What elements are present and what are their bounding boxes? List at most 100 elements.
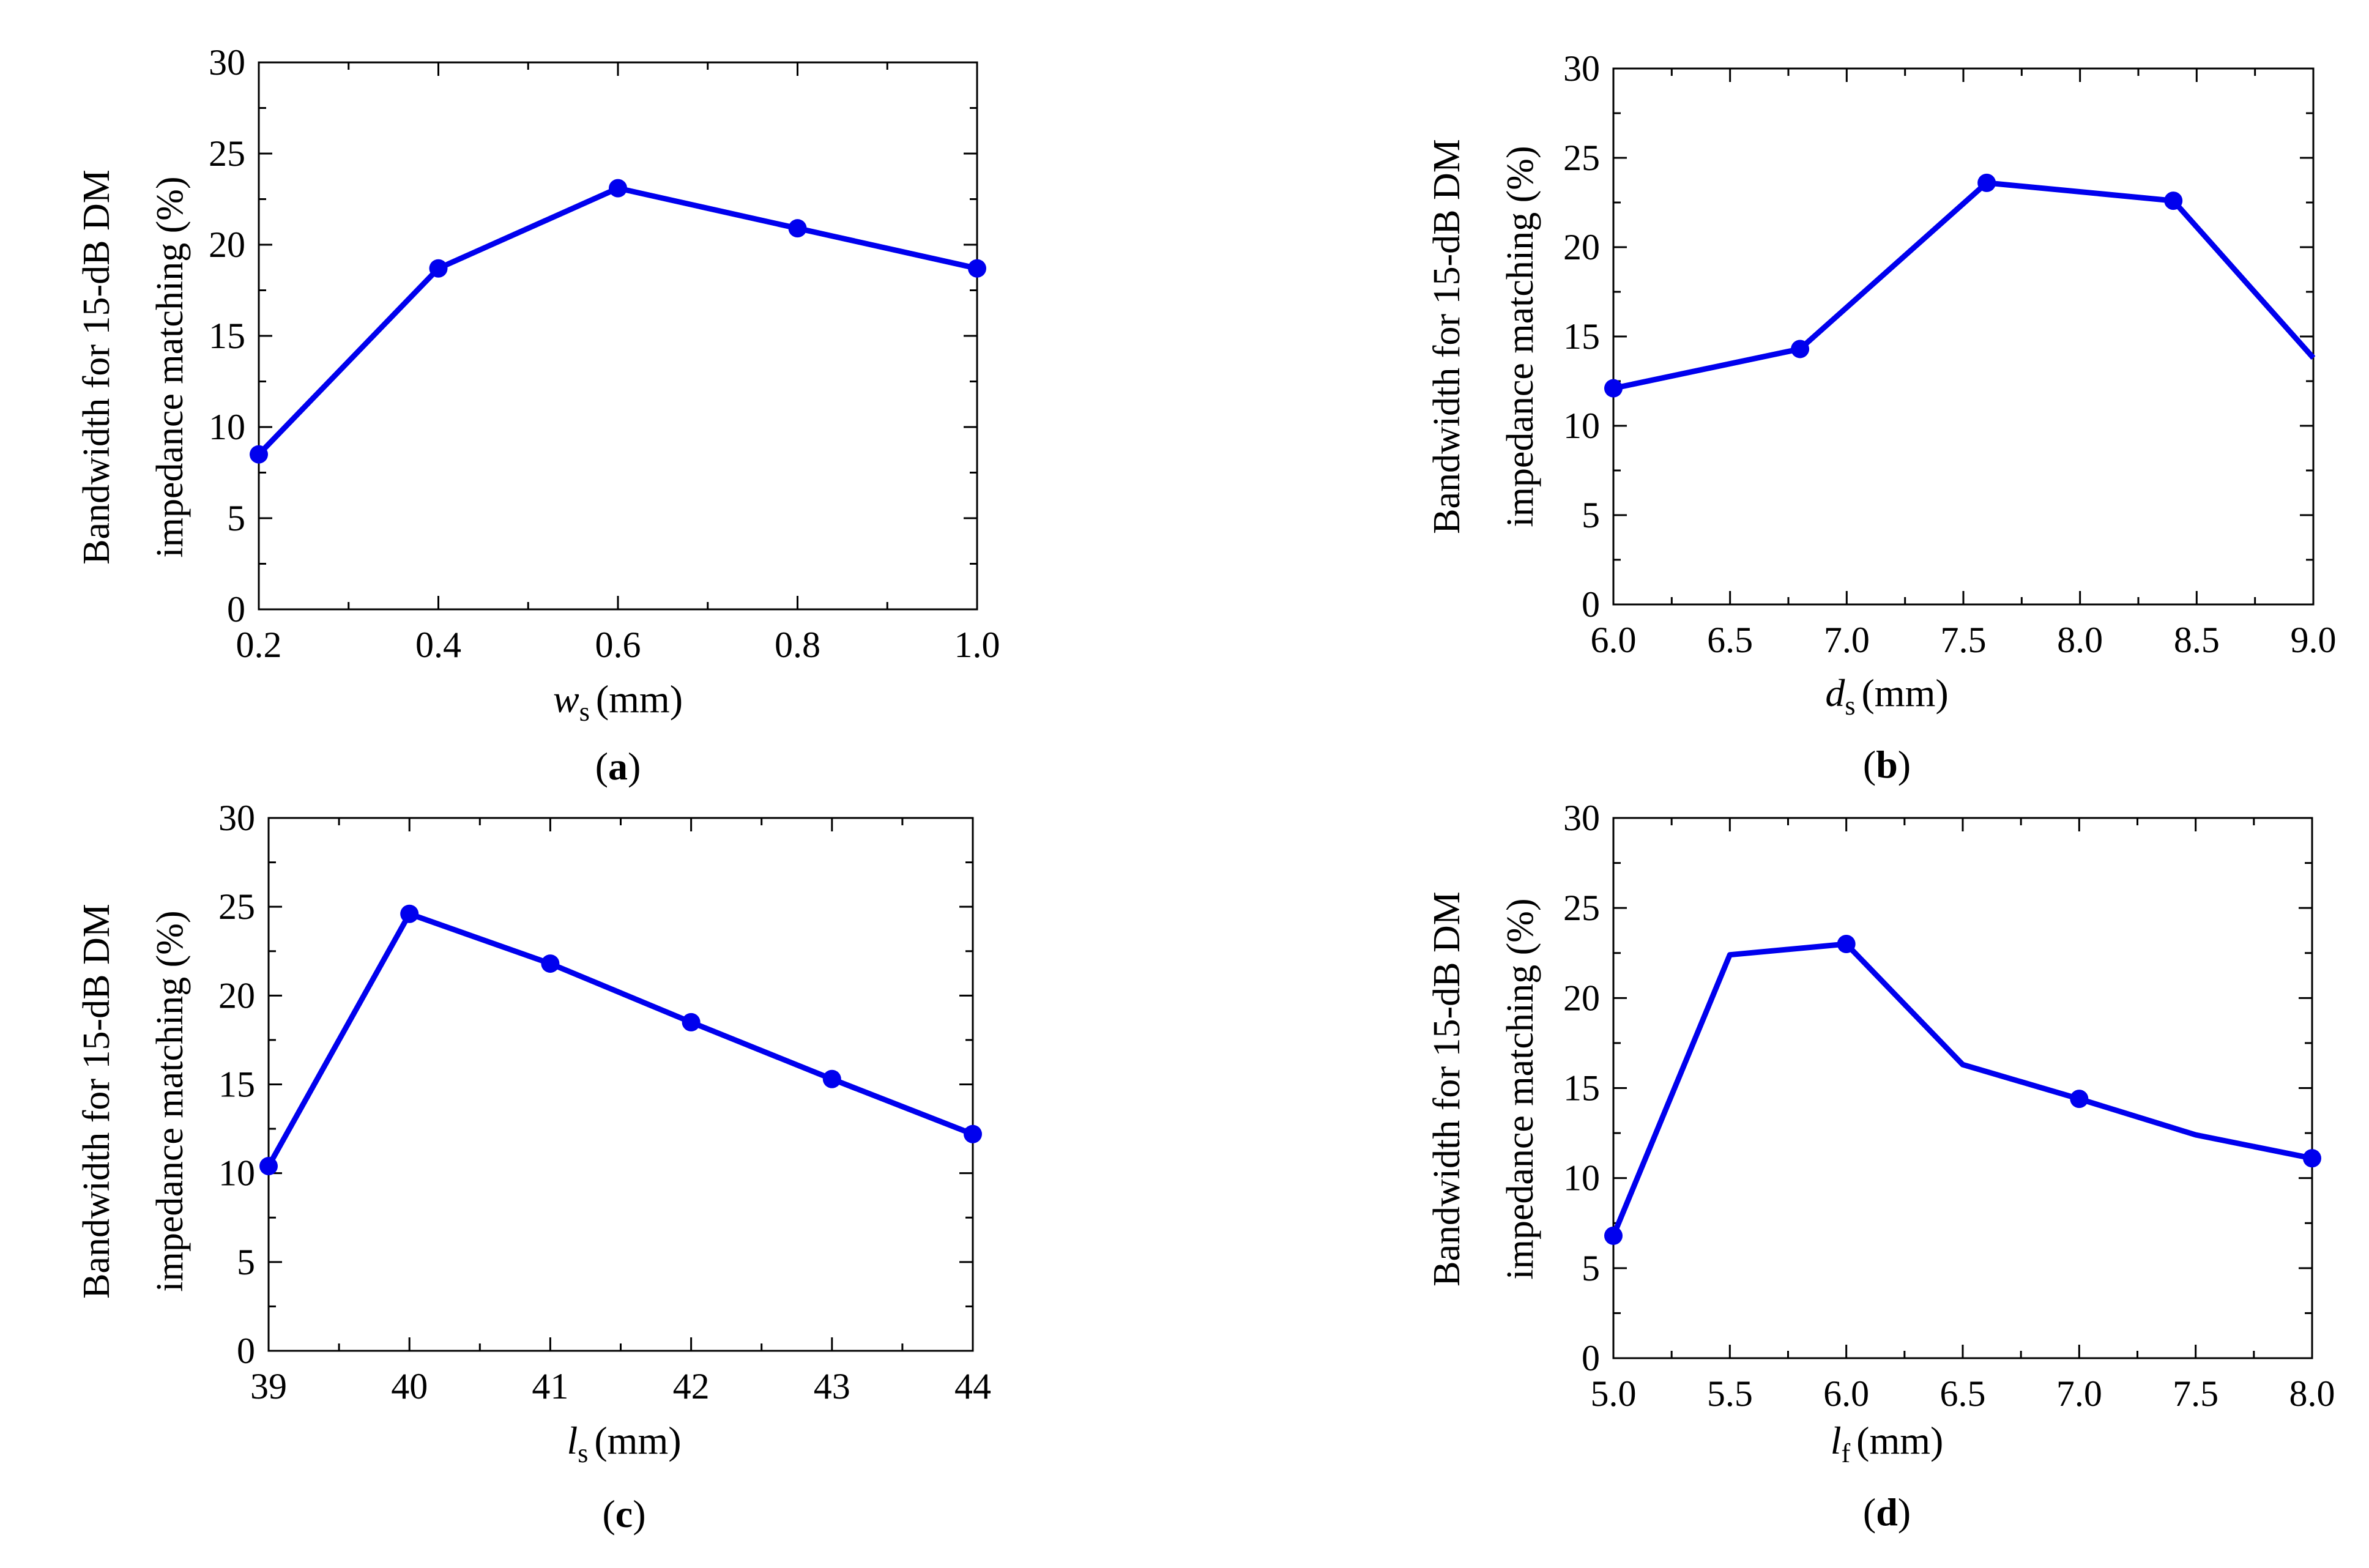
data-point-b xyxy=(2164,191,2183,210)
y-axis-label-a-line2: impedance matching (%) xyxy=(149,176,191,557)
y-tick-label-b: 15 xyxy=(1563,316,1600,357)
y-tick-label-a: 30 xyxy=(209,42,245,83)
x-tick-label-d: 6.0 xyxy=(1823,1373,1869,1414)
x-tick-label-c: 42 xyxy=(673,1366,710,1406)
x-tick-label-c: 44 xyxy=(954,1366,991,1406)
y-tick-label-c: 0 xyxy=(237,1331,255,1371)
x-tick-label-c: 40 xyxy=(391,1366,428,1406)
y-tick-label-b: 5 xyxy=(1582,495,1600,535)
x-tick-label-b: 6.0 xyxy=(1591,620,1637,660)
plot-frame-a xyxy=(258,61,978,611)
y-tick-label-c: 5 xyxy=(237,1242,255,1282)
x-tick-label-c: 43 xyxy=(814,1366,850,1406)
x-tick-label-b: 9.0 xyxy=(2291,620,2337,660)
series-line-d xyxy=(1610,941,2313,1237)
x-tick-label-b: 7.5 xyxy=(1941,620,1987,660)
data-point-c xyxy=(400,904,419,923)
x-tick-label-a: 0.6 xyxy=(595,625,641,665)
data-point-d xyxy=(1604,1226,1623,1245)
y-tick-label-a: 20 xyxy=(209,225,245,265)
y-tick-label-b: 10 xyxy=(1563,406,1600,446)
x-tick-label-c: 39 xyxy=(250,1366,287,1406)
x-tick-label-a: 0.4 xyxy=(415,625,461,665)
x-tick-label-a: 0.8 xyxy=(775,625,820,665)
data-point-c xyxy=(964,1124,982,1143)
x-tick-label-d: 8.0 xyxy=(2289,1373,2335,1414)
y-tick-label-b: 0 xyxy=(1582,584,1600,625)
y-axis-label-b-line1: Bandwidth for 15-dB DM xyxy=(1426,139,1468,534)
data-point-a xyxy=(609,179,627,198)
plot-area-b: 6.0 6.5 7.0 7.5 8.0 8.5 9.0 0 5 10 15 20 25 30 xyxy=(1563,48,2337,660)
caption-d: (d) xyxy=(1863,1490,1911,1534)
y-axis-label-a-line1: Bandwidth for 15-dB DM xyxy=(76,169,117,565)
x-tick-label-a: 0.2 xyxy=(236,625,282,665)
x-axis-label-b: ds (mm) xyxy=(1825,671,1948,721)
x-tick-label-b: 8.0 xyxy=(2057,620,2103,660)
data-point-a xyxy=(429,259,448,278)
x-tick-label-d: 5.5 xyxy=(1707,1373,1753,1414)
caption-a: (a) xyxy=(595,745,641,788)
x-tick-label-b: 8.5 xyxy=(2174,620,2220,660)
data-point-d xyxy=(1837,935,1856,954)
y-tick-label-d: 20 xyxy=(1563,978,1600,1018)
y-tick-label-a: 10 xyxy=(209,407,245,447)
x-tick-label-d: 5.0 xyxy=(1591,1373,1637,1414)
plot-area-c: 39 40 41 42 43 44 0 5 10 15 20 25 30 xyxy=(218,798,991,1406)
y-tick-label-c: 30 xyxy=(218,798,255,838)
y-axis-label-c-line2: impedance matching (%) xyxy=(149,910,191,1291)
y-tick-label-b: 20 xyxy=(1563,227,1600,267)
data-point-b xyxy=(1604,379,1623,398)
series-line-b xyxy=(1613,180,2316,392)
caption-b: (b) xyxy=(1863,743,1911,786)
data-point-b xyxy=(1791,340,1810,359)
y-tick-label-c: 15 xyxy=(218,1065,255,1105)
series-line-c xyxy=(266,911,974,1168)
y-axis-label-d-line2: impedance matching (%) xyxy=(1500,898,1541,1279)
y-axis-label-b-line2: impedance matching (%) xyxy=(1500,146,1541,527)
data-point-c xyxy=(682,1013,701,1031)
y-tick-label-a: 25 xyxy=(209,133,245,174)
data-point-a xyxy=(250,445,268,464)
y-axis-label-d-line1: Bandwidth for 15-dB DM xyxy=(1426,891,1468,1287)
data-point-b xyxy=(1977,173,1996,192)
data-point-d xyxy=(2070,1090,2089,1109)
y-tick-label-c: 25 xyxy=(218,886,255,927)
x-tick-label-b: 7.0 xyxy=(1824,620,1870,660)
plot-area-d: 5.0 5.5 6.0 6.5 7.0 7.5 8.0 0 5 10 15 20 25 30 xyxy=(1563,798,2335,1414)
x-tick-label-d: 6.5 xyxy=(1940,1373,1986,1414)
panel-b: 6.0 6.5 7.0 7.5 8.0 8.5 9.0 0 5 10 15 20 25 30 Bandwi… xyxy=(1426,48,2337,786)
plot-frame-c xyxy=(267,817,974,1352)
y-tick-label-d: 5 xyxy=(1582,1248,1600,1288)
panel-c: 39 40 41 42 43 44 0 5 10 15 20 25 30 Bandwidth for 1… xyxy=(76,798,991,1536)
plot-frame-b xyxy=(1612,67,2315,606)
x-axis-label-d: lf (mm) xyxy=(1831,1419,1944,1468)
x-tick-label-d: 7.5 xyxy=(2173,1373,2218,1414)
x-tick-label-d: 7.0 xyxy=(2056,1373,2102,1414)
y-tick-label-c: 10 xyxy=(218,1153,255,1194)
x-tick-label-c: 41 xyxy=(532,1366,568,1406)
y-axis-label-c-line1: Bandwidth for 15-dB DM xyxy=(76,904,117,1299)
x-tick-label-b: 6.5 xyxy=(1707,620,1753,660)
plot-frame-d xyxy=(1612,817,2313,1359)
data-point-a xyxy=(788,219,807,238)
plot-area-a: 0.2 0.4 0.6 0.8 1.0 0 5 10 15 20 25 30 xyxy=(209,42,1000,665)
y-tick-label-b: 25 xyxy=(1563,138,1600,178)
series-line-a xyxy=(256,185,978,456)
data-point-c xyxy=(259,1157,278,1176)
y-tick-label-a: 15 xyxy=(209,316,245,356)
data-point-c xyxy=(541,954,560,973)
data-point-a xyxy=(968,259,986,278)
y-tick-label-d: 10 xyxy=(1563,1158,1600,1198)
panel-d: 5.0 5.5 6.0 6.5 7.0 7.5 8.0 0 5 10 15 20 25 30 Bandwi… xyxy=(1426,798,2335,1534)
y-tick-label-c: 20 xyxy=(218,975,255,1016)
x-tick-label-a: 1.0 xyxy=(954,625,1000,665)
y-tick-label-d: 30 xyxy=(1563,798,1600,838)
y-tick-label-b: 30 xyxy=(1563,48,1600,89)
y-tick-label-a: 5 xyxy=(227,498,245,538)
x-axis-label-c: ls (mm) xyxy=(567,1419,681,1468)
caption-c: (c) xyxy=(602,1492,645,1536)
y-tick-label-d: 25 xyxy=(1563,888,1600,928)
y-tick-label-a: 0 xyxy=(227,589,245,630)
y-tick-label-d: 15 xyxy=(1563,1068,1600,1109)
